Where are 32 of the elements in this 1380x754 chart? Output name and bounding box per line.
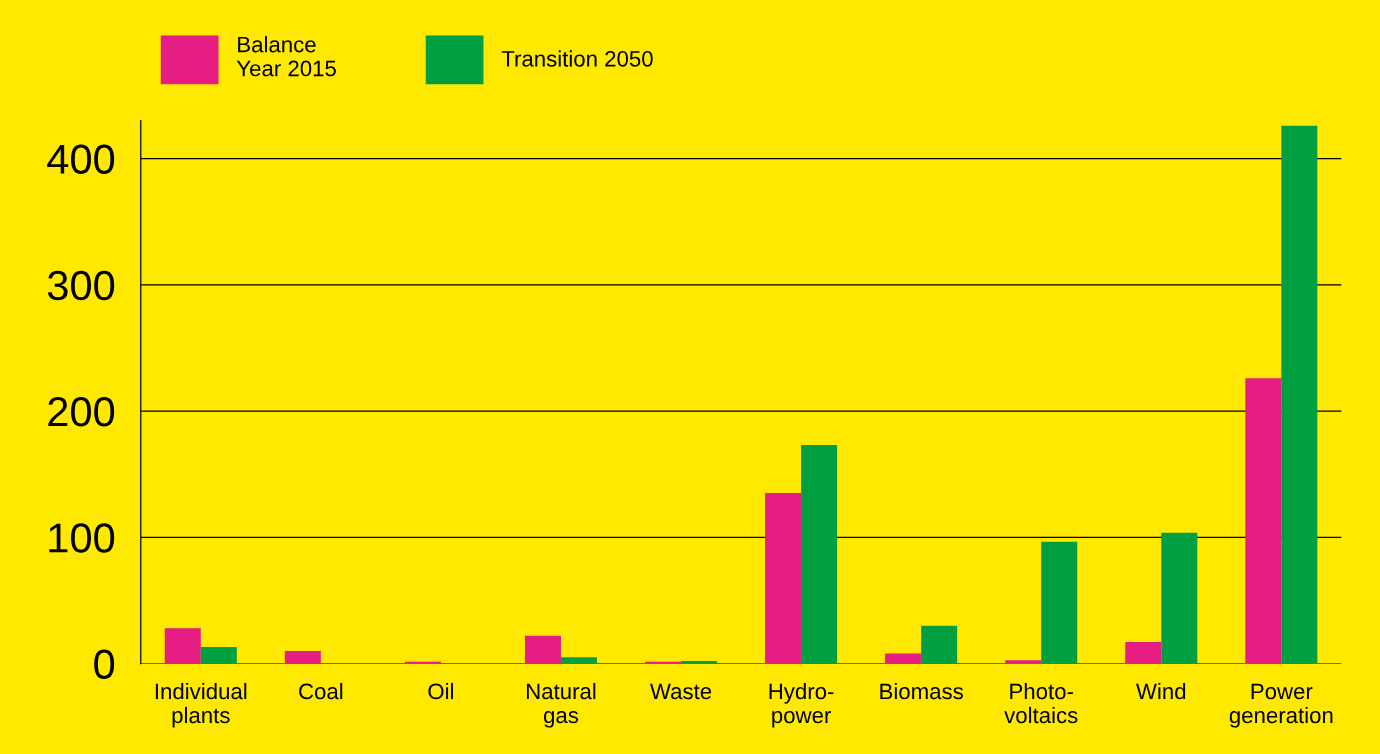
x-tick-label: Hydro- power bbox=[769, 682, 834, 728]
bar bbox=[200, 647, 237, 664]
bar bbox=[1245, 378, 1282, 664]
bar bbox=[921, 625, 958, 664]
bar bbox=[1125, 642, 1162, 664]
x-tick-label: Wind bbox=[1136, 682, 1186, 700]
x-tick-label: Individual plants bbox=[155, 682, 247, 728]
bar bbox=[1041, 541, 1078, 664]
bar bbox=[560, 657, 597, 664]
bar bbox=[164, 628, 201, 664]
x-tick-label: Oil bbox=[428, 682, 453, 700]
bar bbox=[1281, 125, 1318, 664]
y-tick-label: 400 bbox=[47, 144, 115, 175]
legend-label: Balance Year 2015 bbox=[236, 36, 336, 77]
bar bbox=[1161, 532, 1198, 664]
x-tick-label: Natural gas bbox=[526, 682, 596, 728]
y-tick-label: 300 bbox=[47, 270, 115, 301]
y-tick-label: 0 bbox=[94, 649, 115, 680]
x-tick-label: Photo- voltaics bbox=[1004, 682, 1078, 724]
bar bbox=[524, 635, 561, 664]
bar bbox=[765, 493, 802, 664]
bar bbox=[801, 445, 838, 664]
bar bbox=[284, 650, 321, 664]
bar bbox=[1005, 660, 1042, 664]
bar bbox=[885, 653, 922, 664]
x-tick-label: Power generation bbox=[1229, 683, 1333, 728]
x-tick-label: Waste bbox=[650, 683, 712, 700]
x-tick-label: Biomass bbox=[880, 682, 963, 700]
x-tick-label: Coal bbox=[299, 682, 343, 700]
legend-label: Transition 2050 bbox=[501, 50, 653, 67]
y-tick-label: 200 bbox=[48, 397, 115, 427]
y-tick-label: 100 bbox=[49, 523, 115, 553]
